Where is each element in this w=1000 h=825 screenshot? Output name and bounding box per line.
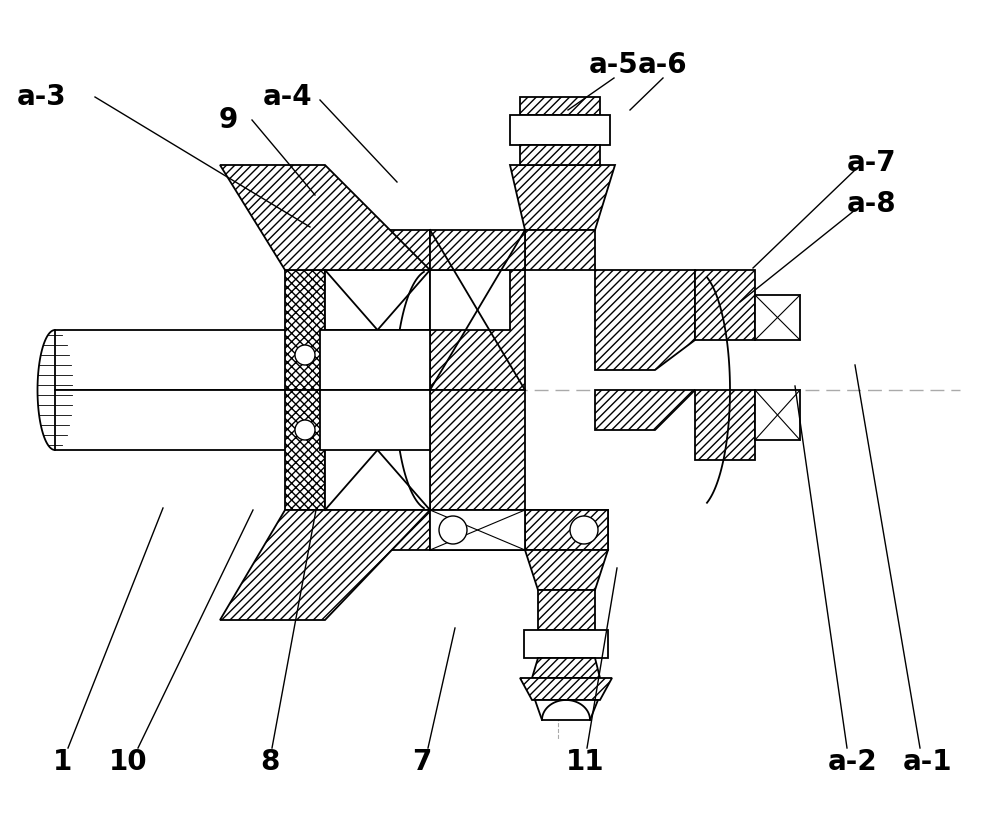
Polygon shape <box>524 630 608 658</box>
Text: a-1: a-1 <box>903 748 953 776</box>
Text: 7: 7 <box>412 748 432 776</box>
Polygon shape <box>695 270 755 340</box>
Polygon shape <box>220 510 430 620</box>
Polygon shape <box>430 270 510 330</box>
Text: a-5: a-5 <box>589 51 639 79</box>
Circle shape <box>570 516 598 544</box>
Polygon shape <box>525 550 608 590</box>
Text: 9: 9 <box>218 106 238 134</box>
Polygon shape <box>595 390 695 430</box>
Text: 11: 11 <box>566 748 604 776</box>
Text: a-4: a-4 <box>263 83 313 111</box>
Polygon shape <box>220 165 430 270</box>
Polygon shape <box>595 270 695 370</box>
Polygon shape <box>285 390 325 510</box>
Text: 8: 8 <box>260 748 280 776</box>
Polygon shape <box>453 510 608 550</box>
Polygon shape <box>520 678 612 700</box>
Polygon shape <box>430 510 525 550</box>
Polygon shape <box>695 390 755 460</box>
Polygon shape <box>285 510 430 550</box>
Polygon shape <box>430 390 525 510</box>
Text: a-7: a-7 <box>847 149 897 177</box>
Text: a-8: a-8 <box>847 190 897 218</box>
Polygon shape <box>520 145 600 165</box>
Polygon shape <box>532 658 600 678</box>
Polygon shape <box>285 270 325 390</box>
Text: a-6: a-6 <box>638 51 688 79</box>
Polygon shape <box>510 165 615 230</box>
Polygon shape <box>525 230 595 270</box>
Circle shape <box>439 516 467 544</box>
Text: a-2: a-2 <box>828 748 878 776</box>
Polygon shape <box>325 270 430 390</box>
Polygon shape <box>430 230 525 270</box>
Text: 1: 1 <box>52 748 72 776</box>
Polygon shape <box>55 390 320 450</box>
Circle shape <box>295 345 315 365</box>
Polygon shape <box>535 700 598 720</box>
Polygon shape <box>510 115 610 145</box>
Polygon shape <box>430 510 525 550</box>
Polygon shape <box>325 390 430 510</box>
Polygon shape <box>755 390 800 440</box>
Polygon shape <box>285 230 430 270</box>
Polygon shape <box>525 510 608 550</box>
Text: 10: 10 <box>109 748 147 776</box>
Polygon shape <box>538 590 595 630</box>
Polygon shape <box>55 330 320 390</box>
Polygon shape <box>320 330 430 390</box>
Polygon shape <box>320 390 430 450</box>
Text: a-3: a-3 <box>17 83 67 111</box>
Polygon shape <box>755 295 800 340</box>
Polygon shape <box>325 330 430 390</box>
Polygon shape <box>430 270 525 390</box>
Polygon shape <box>520 97 600 115</box>
Circle shape <box>295 420 315 440</box>
